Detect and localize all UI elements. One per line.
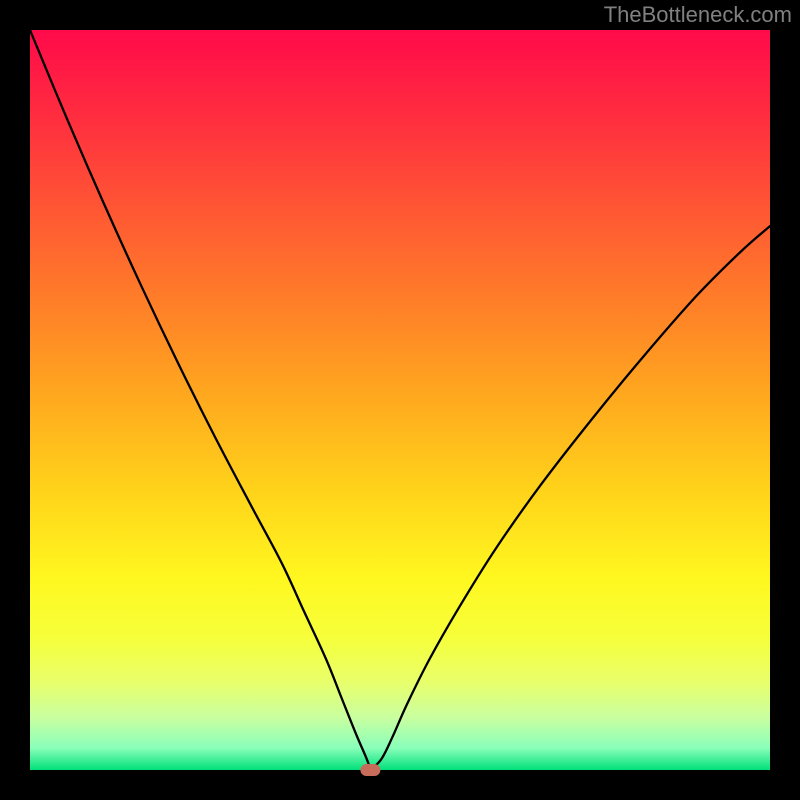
gradient-plot-area [30, 30, 770, 770]
bottleneck-chart-svg [0, 0, 800, 800]
optimal-point-marker [360, 764, 380, 776]
chart-container: TheBottleneck.com [0, 0, 800, 800]
